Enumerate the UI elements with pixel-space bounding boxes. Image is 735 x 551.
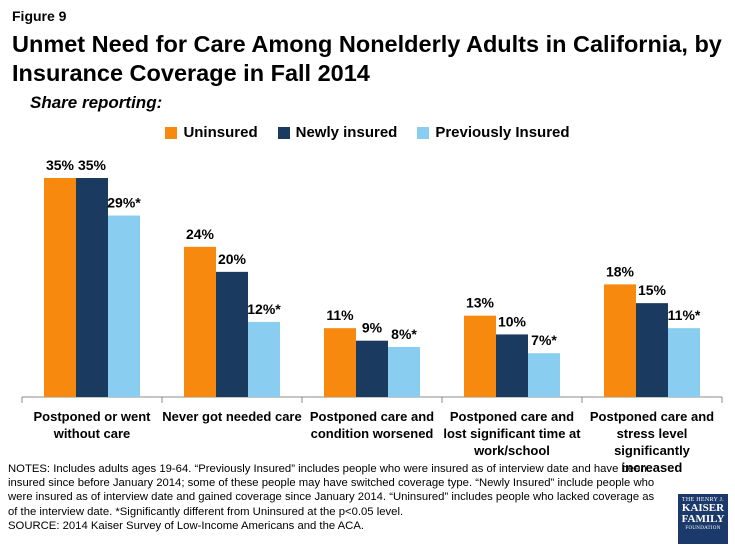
logo-line2: KAISER (681, 502, 725, 514)
category-label-line: Postponed care and (309, 409, 435, 424)
legend-item-uninsured: Uninsured (165, 124, 258, 141)
legend-label-uninsured: Uninsured (183, 124, 258, 141)
data-label: 8%* (391, 326, 417, 342)
legend-swatch-previously-insured (417, 126, 430, 139)
category-label-line: increased (621, 460, 683, 475)
bar-uninsured-4 (604, 284, 636, 397)
bar-previously-insured-2 (388, 346, 420, 397)
category-label-0: Postponed or went without care (22, 408, 162, 442)
legend-label-newly-insured: Newly insured (295, 124, 398, 141)
bar-newly-insured-3 (496, 334, 528, 397)
category-label-3: Postponed care and lost significant time … (442, 408, 582, 459)
category-label-line: without care (53, 426, 131, 441)
bar-previously-insured-3 (528, 353, 560, 397)
data-label: 7%* (531, 332, 557, 348)
data-label: 13% (466, 295, 495, 311)
category-label-line: condition worsened (310, 426, 434, 441)
figure-label: Figure 9 (12, 8, 67, 24)
bar-newly-insured-0 (76, 178, 108, 397)
category-label-line: Postponed care and (449, 409, 575, 424)
chart-title: Unmet Need for Care Among Nonelderly Adu… (12, 31, 722, 86)
logo-line1: THE HENRY J. (681, 497, 725, 503)
legend-swatch-newly-insured (277, 126, 290, 139)
data-label: 15% (638, 282, 667, 298)
bar-newly-insured-2 (356, 340, 388, 397)
category-label-line: lost significant time at (443, 426, 581, 441)
category-label-line: Postponed or went (33, 409, 151, 424)
category-label-line: stress level significantly (614, 426, 690, 458)
data-label: 20% (218, 251, 247, 267)
legend: Uninsured Newly insured Previously Insur… (0, 124, 735, 141)
bar-previously-insured-0 (108, 215, 140, 397)
data-label: 11%* (668, 307, 701, 323)
legend-label-previously-insured: Previously Insured (435, 124, 570, 141)
data-label: 9% (362, 320, 383, 336)
data-label: 35% (46, 157, 75, 173)
category-label-1: Never got needed care (162, 408, 302, 425)
data-label: 24% (186, 226, 215, 242)
data-label: 11% (326, 307, 354, 323)
notes: NOTES: Includes adults ages 19-64. “Prev… (8, 462, 663, 533)
source-text: SOURCE: 2014 Kaiser Survey of Low-Income… (8, 519, 365, 532)
legend-item-previously-insured: Previously Insured (417, 124, 570, 141)
category-label-line: Never got needed care (162, 409, 302, 424)
category-label-4: Postponed care and stress level significa… (582, 408, 722, 476)
category-label-line: Postponed care and (589, 409, 715, 424)
bar-previously-insured-1 (248, 321, 280, 397)
bar-uninsured-0 (44, 178, 76, 397)
data-label: 35% (78, 157, 107, 173)
legend-item-newly-insured: Newly insured (277, 124, 398, 141)
category-label-line: work/school (474, 443, 550, 458)
bar-uninsured-1 (184, 246, 216, 397)
kff-logo: THE HENRY J. KAISER FAMILY FOUNDATION (678, 494, 728, 544)
logo-line3: FAMILY (681, 513, 725, 525)
data-label: 10% (498, 313, 527, 329)
notes-text: NOTES: Includes adults ages 19-64. “Prev… (8, 463, 655, 518)
data-label: 12%* (247, 301, 281, 317)
data-label: 29%* (107, 195, 141, 211)
bar-newly-insured-1 (216, 271, 248, 397)
chart-subtitle: Share reporting: (30, 93, 163, 112)
category-label-2: Postponed care and condition worsened (302, 408, 442, 442)
bar-newly-insured-4 (636, 303, 668, 397)
legend-swatch-uninsured (165, 126, 178, 139)
bar-uninsured-2 (324, 328, 356, 397)
bar-previously-insured-4 (668, 328, 700, 397)
data-label: 18% (606, 263, 635, 279)
logo-line4: FOUNDATION (685, 526, 721, 531)
bar-uninsured-3 (464, 315, 496, 397)
